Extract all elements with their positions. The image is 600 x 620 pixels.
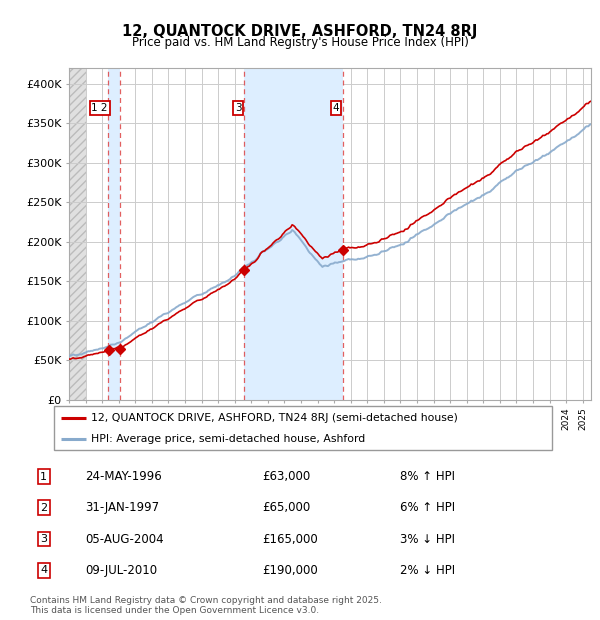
Text: 2: 2 <box>40 503 47 513</box>
Text: 1 2: 1 2 <box>91 103 108 113</box>
Bar <box>109 68 120 400</box>
Text: 8% ↑ HPI: 8% ↑ HPI <box>400 470 455 483</box>
Text: HPI: Average price, semi-detached house, Ashford: HPI: Average price, semi-detached house,… <box>91 433 365 444</box>
Text: 3: 3 <box>40 534 47 544</box>
Text: 24-MAY-1996: 24-MAY-1996 <box>85 470 162 483</box>
Text: 12, QUANTOCK DRIVE, ASHFORD, TN24 8RJ (semi-detached house): 12, QUANTOCK DRIVE, ASHFORD, TN24 8RJ (s… <box>91 413 458 423</box>
Text: 4: 4 <box>332 103 339 113</box>
Text: £165,000: £165,000 <box>262 533 317 546</box>
Text: 05-AUG-2004: 05-AUG-2004 <box>85 533 164 546</box>
Text: £65,000: £65,000 <box>262 502 310 514</box>
Text: 09-JUL-2010: 09-JUL-2010 <box>85 564 157 577</box>
Text: 12, QUANTOCK DRIVE, ASHFORD, TN24 8RJ: 12, QUANTOCK DRIVE, ASHFORD, TN24 8RJ <box>122 24 478 38</box>
Text: Contains HM Land Registry data © Crown copyright and database right 2025.
This d: Contains HM Land Registry data © Crown c… <box>30 596 382 615</box>
Text: £63,000: £63,000 <box>262 470 310 483</box>
Text: 6% ↑ HPI: 6% ↑ HPI <box>400 502 455 514</box>
Text: 3% ↓ HPI: 3% ↓ HPI <box>400 533 455 546</box>
Text: 1: 1 <box>40 472 47 482</box>
Text: 31-JAN-1997: 31-JAN-1997 <box>85 502 160 514</box>
Text: £190,000: £190,000 <box>262 564 317 577</box>
FancyBboxPatch shape <box>54 406 552 450</box>
Bar <box>244 68 343 400</box>
Text: 2% ↓ HPI: 2% ↓ HPI <box>400 564 455 577</box>
Text: 3: 3 <box>235 103 241 113</box>
Text: 4: 4 <box>40 565 47 575</box>
Text: Price paid vs. HM Land Registry's House Price Index (HPI): Price paid vs. HM Land Registry's House … <box>131 36 469 49</box>
